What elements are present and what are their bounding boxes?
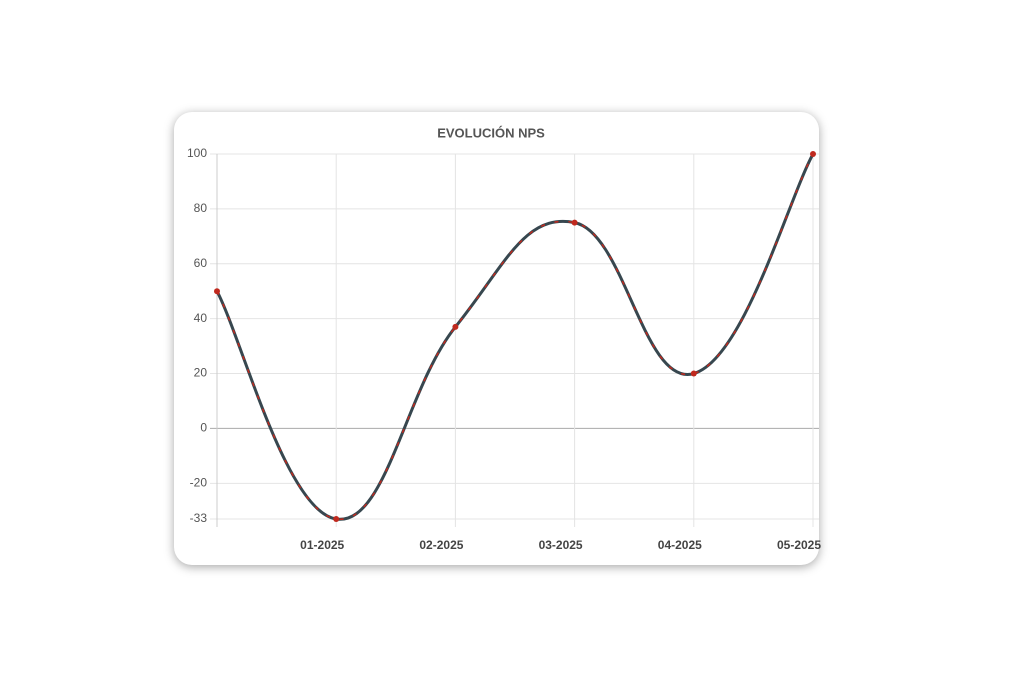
line (215, 153, 815, 521)
point (333, 516, 340, 522)
point (810, 151, 816, 157)
x-tick-label: 03-2025 (539, 538, 583, 552)
y-tick-label: 80 (194, 201, 208, 215)
chart-title: EVOLUCIÓN NPS (437, 125, 545, 140)
point (214, 288, 220, 295)
point (452, 323, 459, 330)
y-tick-label: 40 (194, 311, 208, 325)
point (690, 370, 697, 377)
x-tick-label: 01-2025 (300, 538, 344, 552)
y-tick-label: 60 (194, 256, 208, 270)
y-tick-label: 20 (194, 366, 208, 380)
y-tick-label: -33 (190, 511, 208, 525)
x-tick-label: 02-2025 (419, 538, 463, 552)
x-tick-label: 05-2025 (777, 538, 821, 552)
chart-card (174, 112, 819, 565)
x-tick-label: 04-2025 (658, 538, 702, 552)
point (571, 219, 578, 226)
y-tick-label: -20 (190, 475, 208, 489)
y-tick-label: 0 (200, 421, 207, 435)
y-tick-label: 100 (187, 146, 207, 160)
